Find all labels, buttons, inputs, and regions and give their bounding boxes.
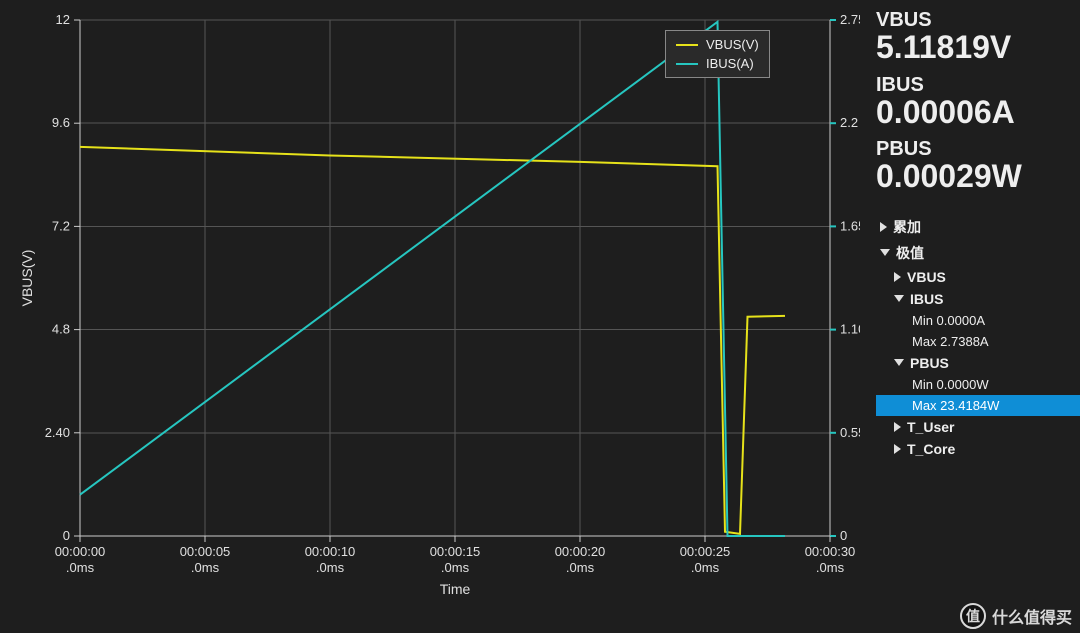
metric-value: 0.00029W — [876, 160, 1080, 194]
metric-block: VBUS5.11819V — [876, 10, 1080, 65]
svg-text:.0ms: .0ms — [316, 560, 345, 575]
svg-text:00:00:00: 00:00:00 — [55, 544, 106, 559]
svg-text:00:00:10: 00:00:10 — [305, 544, 356, 559]
watermark: 值 什么值得买 — [960, 603, 1072, 629]
metric-value: 0.00006A — [876, 96, 1080, 130]
tree-item-label: Min 0.0000A — [912, 313, 985, 328]
metric-label: VBUS — [876, 10, 1080, 31]
tree-item[interactable]: VBUS — [876, 266, 1080, 288]
metric-value: 5.11819V — [876, 31, 1080, 65]
caret-down-icon — [880, 249, 890, 256]
svg-text:2.75: 2.75 — [840, 12, 860, 27]
svg-text:2.40: 2.40 — [45, 425, 70, 440]
svg-text:0: 0 — [840, 528, 847, 543]
tree-item[interactable]: 极值 — [876, 240, 1080, 266]
svg-text:.0ms: .0ms — [566, 560, 595, 575]
tree-item-label: 累加 — [893, 217, 921, 237]
svg-text:7.2: 7.2 — [52, 218, 70, 233]
caret-down-icon — [894, 359, 904, 366]
svg-text:2.2: 2.2 — [840, 115, 858, 130]
caret-down-icon — [894, 295, 904, 302]
svg-text:9.6: 9.6 — [52, 115, 70, 130]
tree-item-label: VBUS — [907, 269, 946, 285]
tree-item[interactable]: T_User — [876, 416, 1080, 438]
svg-text:4.8: 4.8 — [52, 322, 70, 337]
chart-svg[interactable]: 0 2.40 4.8 7.2 9.6 12 0 0.55 1.10 1.65 2.2 2.75 00:0… — [10, 6, 860, 621]
caret-right-icon — [894, 422, 901, 432]
tree-item[interactable]: T_Core — [876, 438, 1080, 460]
tree-item[interactable]: IBUS — [876, 288, 1080, 310]
svg-text:00:00:20: 00:00:20 — [555, 544, 606, 559]
svg-text:00:00:05: 00:00:05 — [180, 544, 231, 559]
svg-text:00:00:15: 00:00:15 — [430, 544, 481, 559]
tree-item[interactable]: Max 23.4184W — [876, 395, 1080, 416]
tree-item-label: T_User — [907, 419, 954, 435]
svg-text:.0ms: .0ms — [816, 560, 845, 575]
svg-text:00:00:30: 00:00:30 — [805, 544, 856, 559]
watermark-text: 什么值得买 — [992, 604, 1072, 628]
legend-swatch-icon — [676, 63, 698, 65]
svg-text:.0ms: .0ms — [691, 560, 720, 575]
svg-text:.0ms: .0ms — [66, 560, 95, 575]
metric-block: PBUS0.00029W — [876, 139, 1080, 194]
metric-label: IBUS — [876, 75, 1080, 96]
legend-label: VBUS(V) — [706, 37, 759, 52]
svg-text:.0ms: .0ms — [191, 560, 220, 575]
legend-item[interactable]: IBUS(A) — [676, 56, 759, 71]
tree-item-label: Min 0.0000W — [912, 377, 989, 392]
caret-right-icon — [894, 272, 901, 282]
svg-text:.0ms: .0ms — [441, 560, 470, 575]
chart-area: 0 2.40 4.8 7.2 9.6 12 0 0.55 1.10 1.65 2.2 2.75 00:0… — [0, 0, 870, 633]
legend-label: IBUS(A) — [706, 56, 754, 71]
tree-item[interactable]: PBUS — [876, 352, 1080, 374]
chart-legend: VBUS(V) IBUS(A) — [665, 30, 770, 78]
svg-text:0: 0 — [63, 528, 70, 543]
tree-item[interactable]: Max 2.7388A — [876, 331, 1080, 352]
svg-text:1.10: 1.10 — [840, 322, 860, 337]
watermark-badge-icon: 值 — [960, 603, 986, 629]
svg-text:12: 12 — [56, 12, 70, 27]
tree-item[interactable]: Min 0.0000A — [876, 310, 1080, 331]
tree-item-label: T_Core — [907, 441, 955, 457]
tree-item-label: Max 2.7388A — [912, 334, 989, 349]
tree-item-label: Max 23.4184W — [912, 398, 999, 413]
metric-label: PBUS — [876, 139, 1080, 160]
svg-text:VBUS(V): VBUS(V) — [19, 250, 35, 307]
svg-text:1.65: 1.65 — [840, 218, 860, 233]
metric-block: IBUS0.00006A — [876, 75, 1080, 130]
legend-item[interactable]: VBUS(V) — [676, 37, 759, 52]
tree-item-label: PBUS — [910, 355, 949, 371]
svg-text:0.55: 0.55 — [840, 425, 860, 440]
sidebar: VBUS5.11819VIBUS0.00006APBUS0.00029W 累加极… — [870, 0, 1080, 633]
caret-right-icon — [880, 222, 887, 232]
tree-item[interactable]: Min 0.0000W — [876, 374, 1080, 395]
caret-right-icon — [894, 444, 901, 454]
tree-item-label: IBUS — [910, 291, 943, 307]
tree-item-label: 极值 — [896, 243, 924, 263]
svg-text:00:00:25: 00:00:25 — [680, 544, 731, 559]
legend-swatch-icon — [676, 44, 698, 46]
tree: 累加极值 VBUS IBUS Min 0.0000A Max 2.7388A PBUS Mi… — [876, 214, 1080, 460]
svg-text:Time: Time — [440, 581, 471, 597]
tree-item[interactable]: 累加 — [876, 214, 1080, 240]
